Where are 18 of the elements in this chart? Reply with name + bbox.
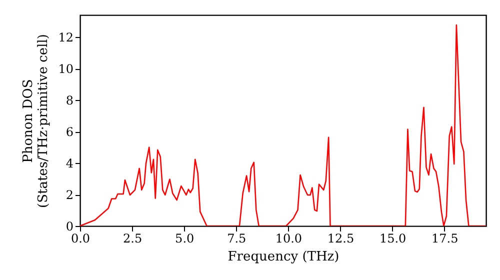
x-tick-label: 17.5 (432, 232, 458, 246)
y-tick-label: 4 (66, 156, 74, 171)
y-tick-label: 6 (66, 125, 74, 140)
x-tick-label: 15.0 (379, 232, 406, 246)
x-axis-title: Frequency (THz) (228, 250, 340, 264)
y-tick-label: 2 (66, 188, 74, 202)
x-tick-label: 5.0 (175, 232, 194, 246)
y-axis-title: Phonon DOS (States/THz·primitive cell) (21, 34, 52, 208)
y-tick-label: 10 (58, 62, 74, 76)
x-tick-label: 0.0 (70, 232, 90, 246)
y-tick-label: 8 (66, 94, 74, 108)
line-series (80, 24, 486, 226)
y-tick-label: 0 (66, 220, 74, 234)
x-tick-label: 7.5 (227, 232, 246, 246)
y-tick-label: 12 (58, 30, 74, 45)
x-tick-label: 12.5 (327, 232, 354, 246)
x-tick-label: 10.0 (275, 232, 302, 246)
x-tick-label: 2.5 (123, 232, 142, 246)
